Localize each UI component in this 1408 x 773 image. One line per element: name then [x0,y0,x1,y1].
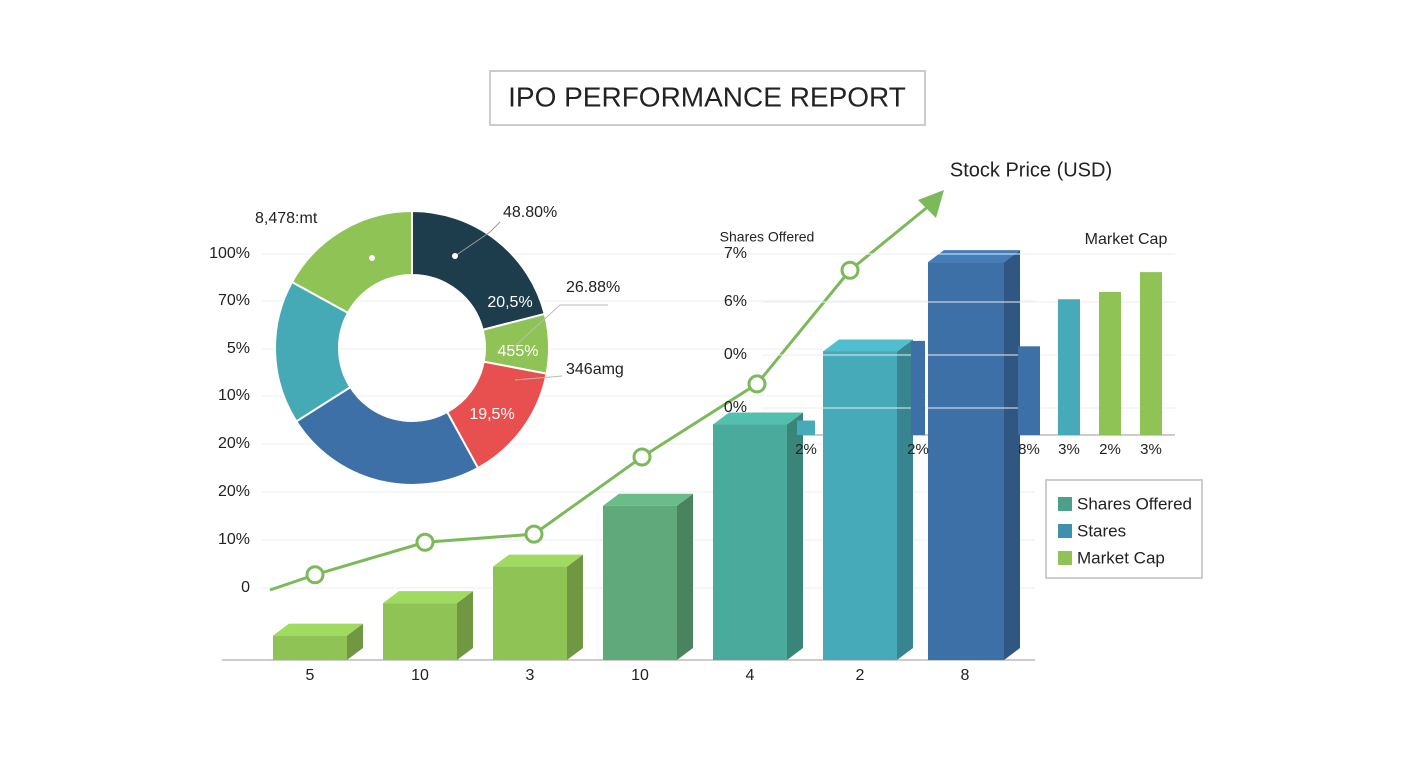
donut-segment [274,280,352,423]
leader-dot [452,253,458,259]
title-box [489,70,926,126]
side-x-label: 3% [1140,441,1162,458]
line-arrowhead [918,190,944,218]
line [314,269,852,577]
legend-label: Shares Offered [1077,494,1192,513]
bar [603,505,677,660]
bar-side [347,623,363,660]
side-y-label: 6% [724,293,747,310]
y-label: 70% [218,292,250,309]
donut-inner-label: 19,5% [469,406,514,423]
legend-swatch [1058,524,1072,538]
donut-outer-label: 48.80% [503,204,557,221]
bar [273,635,347,660]
bar [928,262,1004,660]
side-x-label: 2% [795,441,817,458]
side-y-label: 0% [724,399,747,416]
side-y-label: 0% [724,346,747,363]
side-x-label: 3% [1058,441,1080,458]
side-bar [1018,346,1040,435]
y-label: 0 [241,579,250,596]
side-x-label: 2% [907,441,929,458]
y-label: 10% [218,531,250,548]
side-title-left: Shares Offered [720,229,815,245]
x-label: 4 [746,667,755,684]
bar-top [273,623,363,636]
leader [454,221,501,257]
line-label: Stock Price (USD) [950,159,1112,181]
bar [823,351,897,660]
side-bar [1140,272,1162,435]
legend-swatch [1058,551,1072,565]
bar-side [567,554,583,660]
donut-outer-label: 346amg [566,361,624,378]
x-label: 5 [306,667,315,684]
line-point [305,565,325,585]
bar-side [787,412,803,660]
bar-top [823,339,913,352]
bar-top [383,591,473,604]
bar-side [1004,250,1020,660]
line-point [415,532,435,552]
donut-inner-label: 20,5% [487,294,532,311]
x-label: 3 [526,667,535,684]
y-label: 5% [227,340,250,357]
line-point [632,447,652,467]
x-label: 10 [411,667,429,684]
y-label: 20% [218,435,250,452]
x-label: 2 [856,667,865,684]
bar-side [677,493,693,660]
side-bar [911,340,925,435]
y-label: 100% [209,245,250,262]
bar-side [457,591,473,660]
donut-segment [294,385,480,486]
y-label: 20% [218,483,250,500]
x-label: 8 [961,667,970,684]
donut-segment [411,209,546,332]
side-bar [1099,292,1121,435]
x-label: 10 [631,667,649,684]
leader [504,304,608,356]
bar [713,424,787,660]
legend-label: Market Cap [1077,548,1165,567]
y-label: 10% [218,387,250,404]
side-x-label: 8% [1018,441,1040,458]
leader [514,375,563,381]
donut-segment [290,209,413,315]
bar-top [928,250,1020,263]
donut-outer-label: 26.88% [566,279,620,296]
line-point [840,260,860,280]
bar-top [603,493,693,506]
legend-label: Stares [1077,521,1126,540]
side-bar [797,420,815,435]
bar-top [713,412,803,425]
bar-top [493,554,583,567]
line-point [524,524,544,544]
line-point [747,374,767,394]
side-x-label: 2% [1099,441,1121,458]
line-arrow-shaft [849,203,931,272]
side-bar [1058,299,1080,435]
legend-swatch [1058,497,1072,511]
side-title-right: Market Cap [1085,231,1168,248]
bar [493,566,567,660]
donut-outer-label: 8,478:mt [255,210,318,227]
side-y-label: 7% [724,245,747,262]
donut-inner-label: 455% [498,343,539,360]
title: IPO PERFORMANCE REPORT [508,81,906,112]
bar-side [897,339,913,660]
leader-dot [369,255,375,261]
bar [383,603,457,660]
